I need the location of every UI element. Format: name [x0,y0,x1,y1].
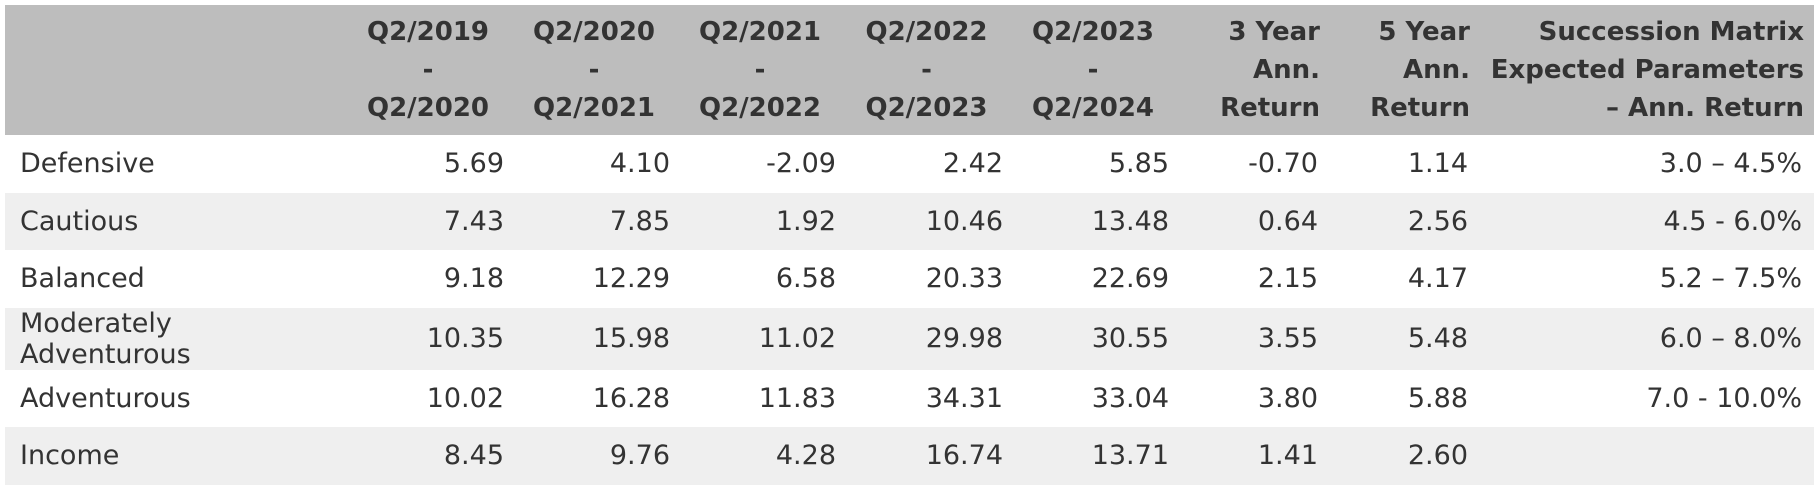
cell: 20.33 [925,263,1003,295]
row-label: Adventurous [20,382,191,414]
header-row: Q2/2019- Q2/2020 Q2/2020- Q2/2021 Q2/2021- Q2… [5,5,1814,135]
cell: 4.17 [1407,263,1468,295]
cell: 10.35 [350,307,516,370]
cell: 4.10 [609,148,670,180]
header-line: Return [1370,93,1470,123]
header-line: - [921,55,932,85]
row-label: Defensive [20,148,155,180]
header-line: Q2/2022 [865,17,988,47]
header-line: - [754,55,766,85]
cell: 8.45 [350,427,516,485]
header-line: Expected Parameters [1490,55,1804,85]
header-line: 5 Year [1378,17,1470,47]
header-line: Q2/2019 [366,17,490,47]
table-row: Adventurous 10.02 16.28 11.83 34.31 33.04 3.80… [5,370,1814,428]
cell: 1.14 [1407,148,1468,180]
table-row: Balanced 9.18 12.29 6.58 20.33 22.69 2.15 4.17 5… [5,250,1814,308]
cell: 1.92 [682,192,848,250]
header-line: Ann. [1252,55,1320,85]
header-cell: 5 Year Ann. Return [1330,5,1480,135]
cell: 5.69 [443,148,504,180]
row-label: Moderately Adventurous [5,307,350,370]
cell: 4.5 - 6.0% [1480,192,1814,250]
header-cell: Q2/2020 - Q2/2021 [516,5,682,135]
cell: 9.18 [443,263,504,295]
cell: 1.41 [1181,427,1330,485]
header-line: - [588,55,600,85]
header-line: Q2/2023 [865,93,988,123]
header-line: - [1087,55,1099,85]
cell: 16.28 [592,382,670,414]
cell: 2.42 [942,148,1003,180]
cell: -0.70 [1248,148,1318,180]
cell: 5.2 – 7.5% [1659,263,1802,295]
header-line: 3 Year [1228,17,1320,47]
table-row: Defensive 5.69 4.10 -2.09 2.42 5.85 -0.70 1.14 3… [5,135,1814,193]
cell: 30.55 [1015,307,1181,370]
cell: -2.09 [766,148,836,180]
cell: 2.15 [1257,263,1318,295]
cell: 15.98 [516,307,682,370]
header-cell [5,5,350,135]
header-line: Q2/2020 [532,17,656,47]
table-row: Cautious 7.43 7.85 1.92 10.46 13.48 0.64 2.56 4.… [5,192,1814,250]
cell: 7.43 [350,192,516,250]
cell: 0.64 [1181,192,1330,250]
header-cell: Succession Matrix Expected Parameters – An… [1480,5,1814,135]
cell: 7.85 [516,192,682,250]
row-label: Cautious [5,192,350,250]
cell: 3.80 [1257,382,1318,414]
cell: 12.29 [592,263,670,295]
cell: 6.0 – 8.0% [1480,307,1814,370]
cell: 4.28 [682,427,848,485]
cell: 9.76 [516,427,682,485]
row-label: Income [5,427,350,485]
header-cell: Q2/2022 - Q2/2023 [848,5,1015,135]
cell: 13.48 [1015,192,1181,250]
cell: 5.85 [1108,148,1169,180]
table-row: Income 8.45 9.76 4.28 16.74 13.71 1.41 2.60 [5,427,1814,485]
header-cell: Q2/2023 - Q2/2024 [1015,5,1181,135]
cell: 16.74 [848,427,1015,485]
header-line: Q2/2021 [698,17,822,47]
header-line: Q2/2020 [366,93,490,123]
cell: 2.56 [1330,192,1480,250]
cell: 5.88 [1407,382,1468,414]
cell: 10.02 [426,382,504,414]
cell: 2.60 [1330,427,1480,485]
header-line: Succession Matrix [1538,17,1804,47]
header-line: Q2/2022 [698,93,822,123]
cell: 29.98 [848,307,1015,370]
cell: 3.0 – 4.5% [1659,148,1802,180]
header-line: Return [1220,93,1320,123]
cell: 33.04 [1091,382,1169,414]
cell: 34.31 [925,382,1003,414]
header-line: – Ann. Return [1605,93,1804,123]
header-line: Q2/2024 [1031,93,1155,123]
table-body: Defensive 5.69 4.10 -2.09 2.42 5.85 -0.70 1.14 3… [5,135,1814,485]
cell: 11.02 [682,307,848,370]
table-row: Moderately Adventurous 10.35 15.98 11.02 29.… [5,307,1814,370]
cell: 22.69 [1091,263,1169,295]
header-line: Q2/2021 [532,93,656,123]
header-cell: Q2/2021 - Q2/2022 [682,5,848,135]
header-line: Ann. [1402,55,1470,85]
cell: 7.0 - 10.0% [1646,382,1802,414]
cell: 10.46 [848,192,1015,250]
returns-table: Q2/2019- Q2/2020 Q2/2020- Q2/2021 Q2/2021- Q2… [5,5,1814,485]
header-cell: Q2/2019 - Q2/2020 [350,5,516,135]
cell: 13.71 [1015,427,1181,485]
header-cell: 3 Year Ann. Return [1181,5,1330,135]
header-line: - [422,55,434,85]
cell: 5.48 [1330,307,1480,370]
cell: 11.83 [758,382,836,414]
cell: 6.58 [775,263,836,295]
empty-cell [1480,427,1814,485]
cell: 3.55 [1181,307,1330,370]
row-label: Balanced [20,263,145,295]
header-line: Q2/2023 [1031,17,1155,47]
